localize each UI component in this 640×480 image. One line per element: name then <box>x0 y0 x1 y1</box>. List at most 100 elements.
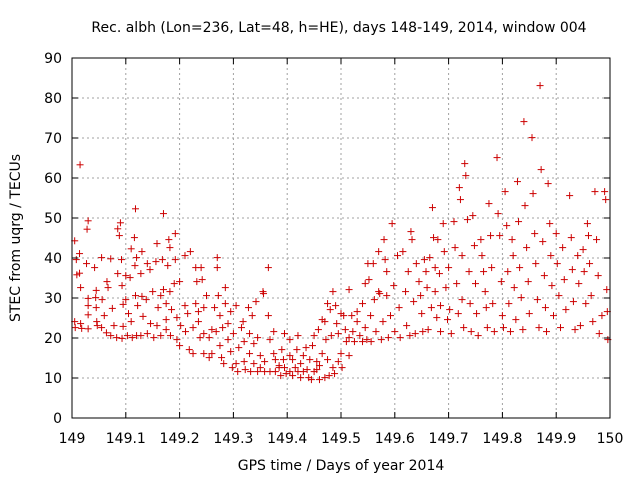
data-point <box>535 324 543 332</box>
data-point <box>108 304 116 312</box>
data-point <box>110 322 118 330</box>
data-point <box>321 374 329 382</box>
data-point <box>126 274 134 282</box>
data-point <box>465 268 473 276</box>
x-tick-label: 149.4 <box>267 431 307 447</box>
data-point <box>380 236 388 244</box>
x-tick-label: 150 <box>597 431 624 447</box>
data-point <box>327 332 335 340</box>
data-point <box>367 312 375 320</box>
data-point <box>131 262 139 270</box>
data-point <box>359 300 367 308</box>
data-point <box>128 334 136 342</box>
data-point <box>166 332 174 340</box>
data-point <box>84 311 92 319</box>
data-point <box>342 338 350 346</box>
data-point <box>102 329 110 337</box>
x-tick-label: 149.6 <box>375 431 415 447</box>
data-point <box>286 352 294 360</box>
data-point <box>444 316 452 324</box>
data-point <box>197 264 205 272</box>
data-point <box>423 284 431 292</box>
data-point <box>98 296 106 304</box>
data-point <box>246 350 254 358</box>
data-point <box>299 352 307 360</box>
data-point <box>189 324 197 332</box>
data-point <box>493 154 501 162</box>
data-point <box>407 228 415 236</box>
data-point <box>536 82 544 90</box>
data-point <box>216 342 224 350</box>
data-point <box>539 238 547 246</box>
data-point <box>270 328 278 336</box>
data-point <box>77 284 85 292</box>
data-point <box>314 326 322 334</box>
data-point <box>372 328 380 336</box>
data-point <box>410 298 418 306</box>
data-point <box>446 306 454 314</box>
data-point <box>546 220 554 228</box>
data-point <box>308 342 316 350</box>
data-point <box>463 216 471 224</box>
data-point <box>149 288 157 296</box>
data-point <box>72 256 80 264</box>
data-point <box>134 302 142 310</box>
data-point <box>289 372 297 380</box>
data-point <box>181 252 189 260</box>
data-point <box>98 254 106 262</box>
data-point <box>114 270 122 278</box>
data-point <box>133 254 141 262</box>
data-point <box>205 334 213 342</box>
data-point <box>98 324 106 332</box>
data-point <box>399 248 407 256</box>
data-point <box>541 304 549 312</box>
data-point <box>455 184 463 192</box>
data-point <box>359 338 367 346</box>
data-point <box>562 306 570 314</box>
data-point <box>497 278 505 286</box>
data-point <box>229 330 237 338</box>
data-point <box>482 304 490 312</box>
data-point <box>246 330 254 338</box>
data-point <box>384 334 392 342</box>
data-point <box>270 350 278 358</box>
data-point <box>431 264 439 272</box>
data-point <box>293 346 301 354</box>
data-point <box>261 358 269 366</box>
data-point <box>271 368 279 376</box>
data-point <box>474 332 482 340</box>
data-point <box>127 245 135 253</box>
data-point <box>412 260 420 268</box>
x-tick-label: 149.8 <box>482 431 522 447</box>
data-point <box>176 342 184 350</box>
data-point <box>322 336 330 344</box>
data-point <box>264 312 272 320</box>
data-point <box>393 252 401 260</box>
data-point <box>326 306 334 314</box>
data-point <box>533 296 541 304</box>
data-point <box>241 366 249 374</box>
data-point <box>462 172 470 180</box>
data-point <box>291 364 299 372</box>
data-point <box>162 316 170 324</box>
data-point <box>439 220 447 228</box>
data-point <box>303 366 311 374</box>
data-point <box>467 328 475 336</box>
data-point <box>92 294 100 302</box>
y-tick-label: 20 <box>44 331 62 347</box>
data-point <box>422 268 430 276</box>
data-point <box>315 376 323 384</box>
data-point <box>193 278 201 286</box>
data-point <box>337 350 345 358</box>
data-point <box>516 264 524 272</box>
data-point <box>146 266 154 274</box>
data-point <box>345 352 353 360</box>
data-point <box>264 264 272 272</box>
y-tick-label: 70 <box>44 131 62 147</box>
data-point <box>557 324 565 332</box>
y-tick-label: 30 <box>44 291 62 307</box>
data-point <box>435 270 443 278</box>
x-tick-label: 149.7 <box>429 431 469 447</box>
data-point <box>334 330 342 338</box>
data-point <box>123 332 131 340</box>
